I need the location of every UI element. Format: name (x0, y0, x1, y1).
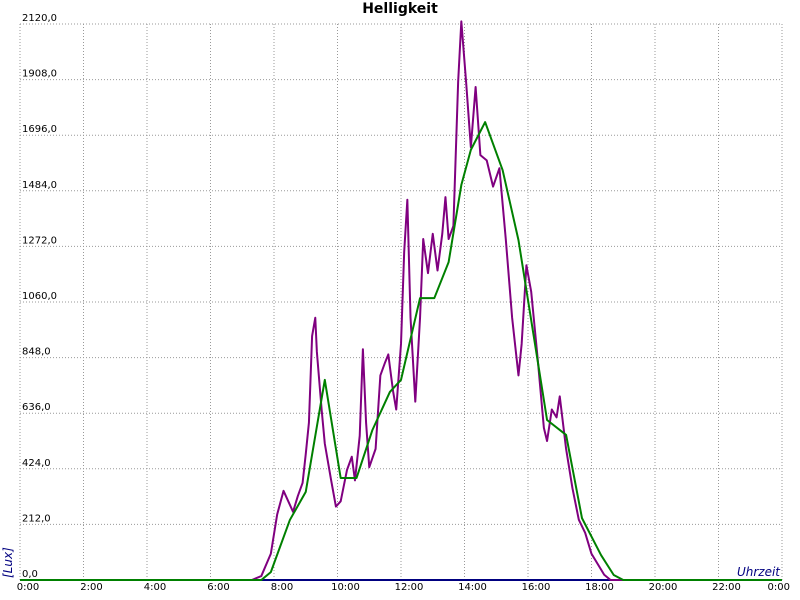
y-tick-label: 1908,0 (22, 69, 57, 80)
y-tick-label: 212,0 (22, 513, 51, 524)
x-tick-label: 16:00 (522, 582, 551, 593)
y-axis-title: [Lux] (1, 547, 15, 578)
x-tick-label: 6:00 (207, 582, 229, 593)
x-tick-label: 14:00 (458, 582, 487, 593)
y-tick-label: 1484,0 (22, 180, 57, 191)
y-tick-label: 0,0 (22, 569, 38, 580)
x-tick-label: 0:00 (768, 582, 790, 593)
y-tick-label: 1060,0 (22, 291, 57, 302)
y-tick-label: 1696,0 (22, 124, 57, 135)
data-line (20, 121, 782, 581)
x-tick-label: 20:00 (649, 582, 678, 593)
chart-title: Helligkeit (362, 1, 438, 17)
x-tick-label: 0:00 (17, 582, 39, 593)
x-tick-label: 12:00 (395, 582, 424, 593)
x-tick-label: 2:00 (80, 582, 102, 593)
y-tick-label: 636,0 (22, 402, 51, 413)
x-tick-label: 8:00 (271, 582, 293, 593)
x-tick-label: 4:00 (144, 582, 166, 593)
y-tick-label: 424,0 (22, 458, 51, 469)
y-tick-label: 1272,0 (22, 235, 57, 246)
x-tick-label: 18:00 (585, 582, 614, 593)
data-line (20, 20, 782, 581)
x-tick-label: 22:00 (712, 582, 741, 593)
x-axis-title: Uhrzeit (737, 565, 781, 579)
x-tick-label: 10:00 (331, 582, 360, 593)
y-tick-label: 2120,0 (22, 13, 57, 24)
y-tick-label: 848,0 (22, 347, 51, 358)
